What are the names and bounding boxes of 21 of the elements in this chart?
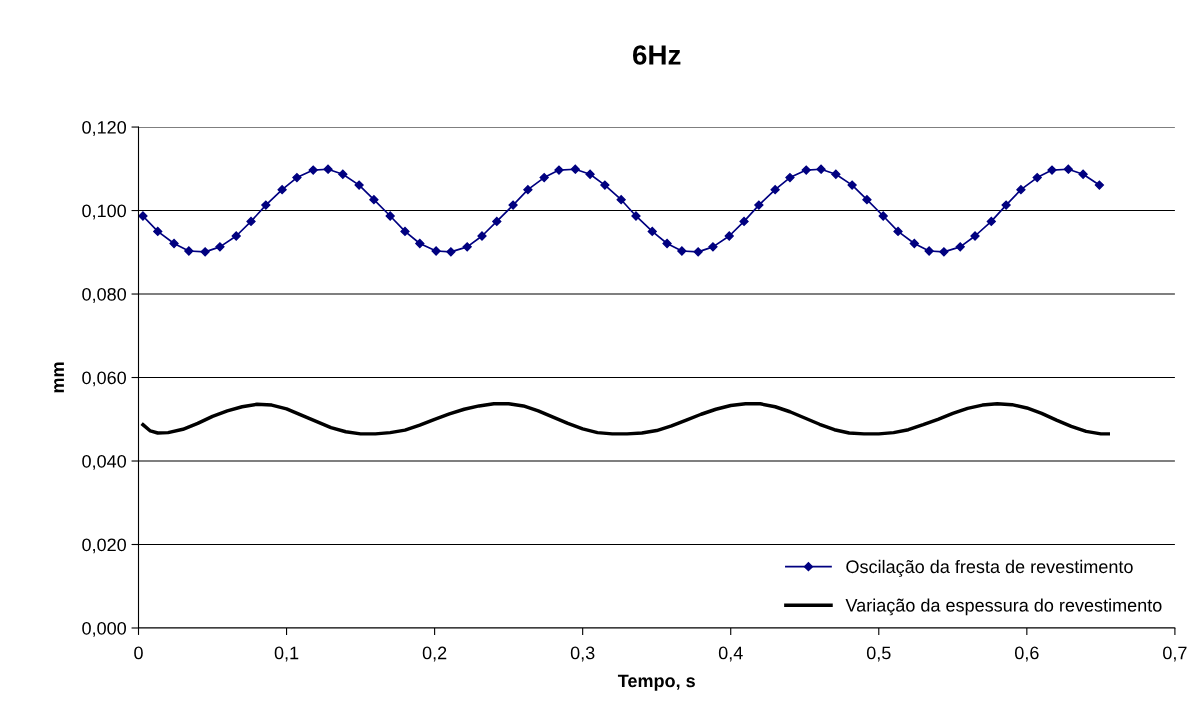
x-tick-label: 0,6 (1015, 646, 1039, 662)
x-tick-label: 0,4 (718, 646, 743, 662)
x-tick-label: 0,7 (1163, 646, 1187, 662)
y-tick-label: 0,120 (82, 120, 126, 136)
line-series (141, 402, 1111, 436)
y-tick-label: 0,060 (82, 371, 126, 387)
y-axis-title: mm (54, 362, 64, 393)
y-tick-label: 0,040 (82, 454, 126, 470)
x-tick-label: 0,3 (570, 646, 595, 662)
x-tick-label: 0,5 (866, 646, 891, 662)
y-tick-label: 0,020 (82, 538, 126, 554)
x-tick-label: 0 (134, 646, 143, 660)
x-tick-label: 0,1 (274, 646, 299, 662)
x-axis-title: Tempo, s (617, 674, 695, 691)
y-tick-label: 0,100 (82, 204, 126, 220)
x-tick-label: 0,2 (422, 646, 447, 662)
y-tick-label: 0,000 (82, 621, 126, 637)
legend-label: Variação da espessura do revestimento (845, 598, 1162, 616)
y-tick-label: 0,080 (82, 287, 126, 303)
legend-label: Oscilação da fresta de revestimento (846, 559, 1133, 577)
chart-title: 6Hz (633, 45, 681, 65)
